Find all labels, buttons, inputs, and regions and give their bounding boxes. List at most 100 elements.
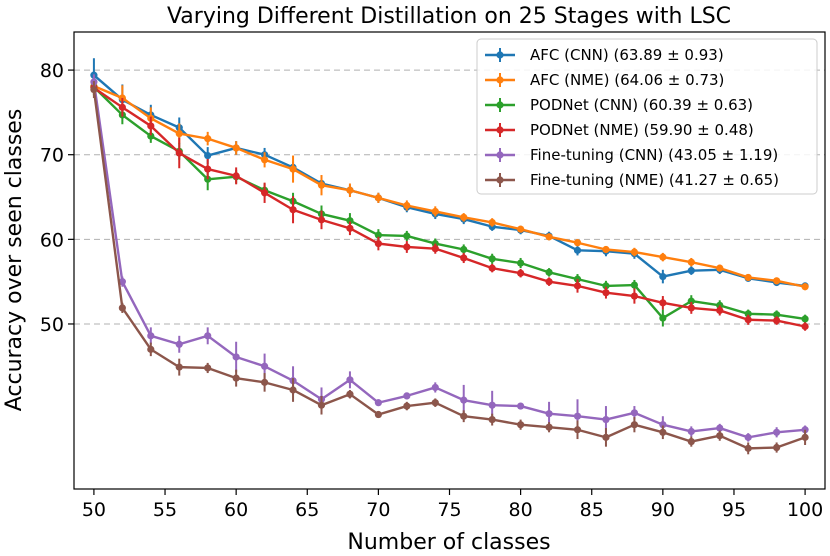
data-point [602, 416, 610, 424]
data-point [118, 103, 126, 111]
data-point [289, 206, 297, 214]
data-point [801, 283, 809, 291]
x-tick-label: 100 [787, 499, 823, 521]
data-point [403, 243, 411, 251]
data-point [118, 278, 126, 286]
data-point [687, 438, 695, 446]
x-tick-label: 50 [82, 499, 106, 521]
data-point [147, 122, 155, 130]
data-point [488, 416, 496, 424]
data-point [659, 272, 667, 281]
legend-label: PODNet (NME) (59.90 ± 0.48) [530, 121, 754, 139]
data-point [232, 172, 240, 180]
data-point [317, 401, 326, 409]
data-point [773, 443, 781, 452]
legend-label: Fine-tuning (NME) (41.27 ± 0.65) [530, 171, 779, 189]
y-tick-label: 60 [40, 229, 64, 251]
x-tick-label: 65 [295, 499, 319, 521]
data-point [573, 246, 582, 254]
legend-item-2: PODNet (CNN) (60.39 ± 0.63) [485, 96, 753, 114]
data-point [118, 304, 126, 312]
legend-label: AFC (CNN) (63.89 ± 0.93) [530, 46, 724, 64]
data-point [175, 149, 183, 157]
data-point [90, 85, 98, 94]
data-point [232, 144, 240, 152]
series-line [93, 86, 806, 321]
data-point [460, 213, 468, 221]
data-point [773, 311, 781, 319]
data-point [801, 315, 809, 323]
data-point [602, 282, 610, 290]
data-point [147, 345, 155, 353]
data-point [517, 225, 525, 233]
x-tick-label: 95 [722, 499, 746, 521]
data-point [175, 129, 183, 138]
plot-series [90, 58, 809, 455]
legend-label: Fine-tuning (CNN) (43.05 ± 1.19) [530, 146, 778, 164]
data-point [659, 314, 667, 322]
data-point [431, 399, 439, 407]
legend: AFC (CNN) (63.89 ± 0.93) AFC (NME) (64.06… [476, 38, 818, 195]
data-point [602, 289, 610, 297]
data-point [232, 353, 240, 361]
data-point [744, 273, 752, 282]
data-point [744, 433, 752, 441]
y-axis-title: Accuracy over seen classes [2, 109, 27, 412]
data-point [346, 217, 354, 225]
legend-item-0: AFC (CNN) (63.89 ± 0.93) [485, 46, 724, 64]
data-point [346, 390, 354, 398]
data-point [204, 135, 212, 143]
data-point [545, 268, 553, 276]
x-axis-ticks: 50 55 60 65 70 75 80 85 90 95 100 [82, 489, 823, 521]
data-point [573, 282, 582, 290]
legend-item-4: Fine-tuning (CNN) (43.05 ± 1.19) [485, 146, 778, 164]
data-point [488, 255, 496, 263]
data-point [431, 239, 439, 248]
y-tick-label: 50 [40, 314, 64, 336]
x-axis-title: Number of classes [347, 530, 550, 555]
data-point [801, 322, 809, 331]
data-point [403, 392, 411, 400]
data-point [488, 218, 496, 227]
data-point [460, 245, 468, 254]
data-point [517, 269, 525, 277]
data-point [573, 412, 582, 420]
data-point [403, 232, 411, 240]
data-point [260, 362, 269, 370]
data-point [317, 216, 326, 224]
data-point [630, 292, 639, 300]
data-point [147, 332, 155, 340]
legend-label: PODNet (CNN) (60.39 ± 0.63) [530, 96, 753, 114]
data-point [517, 259, 525, 267]
data-point [260, 378, 269, 386]
series-3 [90, 81, 809, 331]
x-tick-label: 85 [580, 499, 604, 521]
legend-marker [496, 176, 504, 184]
data-point [488, 401, 496, 409]
data-point [175, 340, 183, 348]
data-point [545, 278, 553, 286]
legend-item-5: Fine-tuning (NME) (41.27 ± 0.65) [485, 171, 779, 189]
data-point [545, 233, 553, 241]
chart-title: Varying Different Distillation on 25 Sta… [167, 4, 731, 29]
data-point [204, 151, 212, 160]
legend-marker [496, 101, 504, 109]
series-line [93, 85, 806, 288]
data-point [374, 410, 382, 419]
data-point [175, 363, 183, 371]
data-point [374, 239, 382, 248]
legend-item-3: PODNet (NME) (59.90 ± 0.48) [485, 121, 754, 139]
x-tick-label: 55 [153, 499, 177, 521]
data-point [517, 402, 525, 410]
data-point [488, 264, 496, 272]
data-point [517, 421, 525, 429]
series-5 [90, 81, 809, 455]
legend-label: AFC (NME) (64.06 ± 0.73) [530, 71, 724, 89]
series-line [92, 81, 806, 439]
data-point [687, 427, 695, 436]
legend-marker [496, 126, 504, 134]
data-point [232, 374, 240, 382]
legend-marker [496, 51, 504, 59]
data-point [687, 258, 695, 266]
